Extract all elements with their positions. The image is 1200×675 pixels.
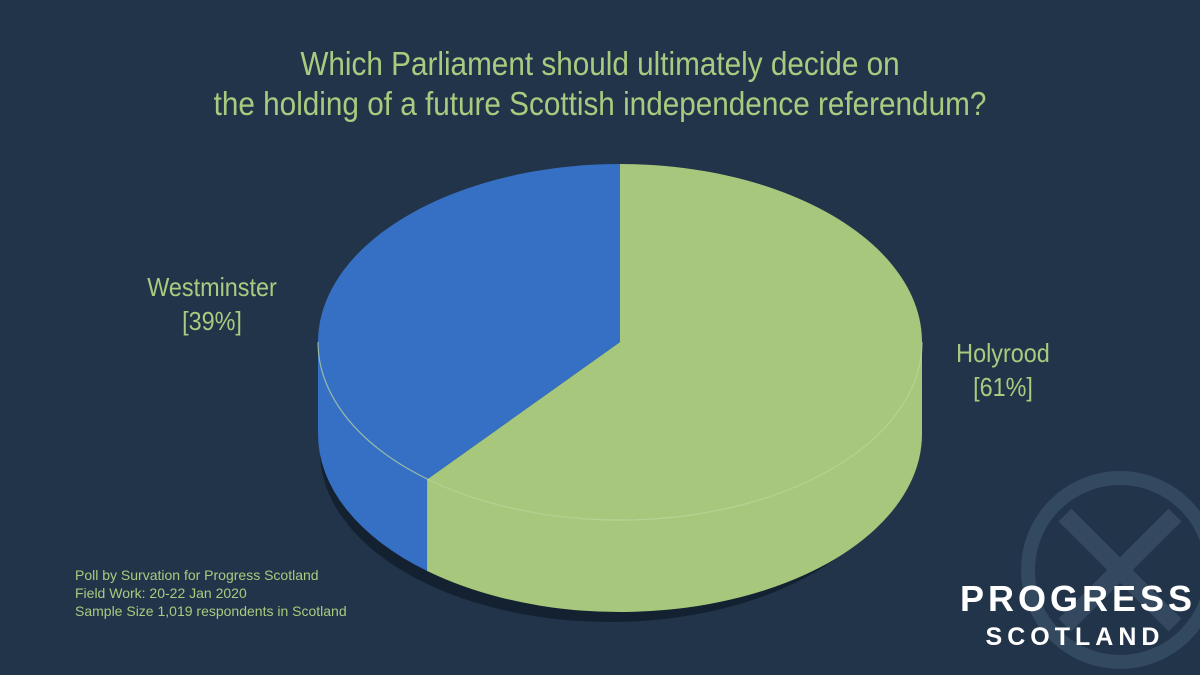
source-note: Poll by Survation for Progress Scotland …: [75, 566, 347, 620]
saltire-watermark-icon: [1021, 471, 1200, 669]
chart-title: Which Parliament should ultimately decid…: [60, 44, 1140, 124]
chart-title-line1: Which Parliament should ultimately decid…: [300, 45, 900, 82]
chart-title-line2: the holding of a future Scottish indepen…: [213, 85, 987, 122]
westminster-value-label: [39%]: [182, 306, 242, 336]
holyrood-value-label: [61%]: [973, 372, 1033, 402]
pie-side-westminster: [318, 342, 428, 572]
progress-scotland-logo: PROGRESS SCOTLAND: [960, 578, 1197, 654]
source-line-2: Field Work: 20-22 Jan 2020: [75, 585, 247, 601]
source-line-3: Sample Size 1,019 respondents in Scotlan…: [75, 603, 347, 619]
source-line-1: Poll by Survation for Progress Scotland: [75, 567, 319, 583]
pie-slice-holyrood: [427, 164, 922, 520]
westminster-label: Westminster [39%]: [131, 270, 293, 338]
pie-rim: [317, 341, 923, 521]
pie-slice-westminster: [318, 164, 620, 480]
pie-side-holyrood: [427, 342, 922, 612]
logo-scotland-text: SCOTLAND: [985, 623, 1165, 651]
logo-progress-text: PROGRESS: [960, 578, 1197, 619]
holyrood-category-label: Holyrood: [956, 338, 1050, 368]
holyrood-label: Holyrood [61%]: [936, 336, 1071, 404]
westminster-category-label: Westminster: [147, 272, 277, 302]
